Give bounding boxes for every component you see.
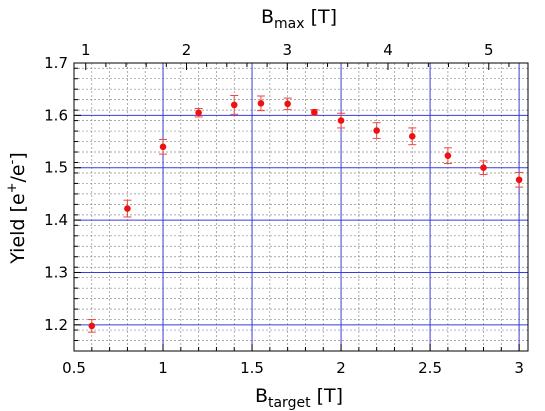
data-point xyxy=(88,322,96,330)
x2-tick-label: 5 xyxy=(484,41,494,59)
data-point xyxy=(195,109,202,117)
y-tick-label: 1.6 xyxy=(44,106,68,124)
x-tick-label: 2.5 xyxy=(418,359,442,377)
y-axis-title: Yield [e+/e-] xyxy=(5,152,29,265)
x-tick-label: 0.5 xyxy=(62,359,86,377)
x-tick-label: 1.5 xyxy=(240,359,264,377)
x-axis-title: Btarget [T] xyxy=(255,385,343,411)
x-tick-label: 2 xyxy=(336,359,346,377)
plot-frame xyxy=(73,62,529,352)
data-point xyxy=(408,133,416,140)
axis-ticks xyxy=(73,62,520,352)
major-grid xyxy=(74,63,528,351)
data-point xyxy=(444,152,452,159)
y-tick-labels: 1.2 1.3 1.4 1.5 1.6 1.7 xyxy=(44,54,68,334)
y-tick-label: 1.5 xyxy=(44,159,68,177)
x2-axis-title: Bmax [T] xyxy=(261,6,337,32)
data-point xyxy=(230,101,238,109)
data-point xyxy=(257,100,265,107)
x2-tick-labels: 1 2 3 4 5 xyxy=(81,41,494,59)
data-point xyxy=(159,143,167,151)
y-tick-label: 1.7 xyxy=(44,54,68,72)
data-point xyxy=(515,176,523,184)
data-point xyxy=(311,108,318,116)
data-point xyxy=(124,205,131,212)
minor-grid xyxy=(74,63,528,352)
x2-tick-label: 1 xyxy=(81,41,91,59)
x-tick-labels: 0.5 1 1.5 2 2.5 3 xyxy=(62,359,524,377)
x2-tick-label: 2 xyxy=(182,41,192,59)
x-tick-label: 1 xyxy=(158,359,168,377)
data-point xyxy=(284,100,291,108)
data-point xyxy=(480,164,487,172)
data-point xyxy=(373,127,380,134)
x-tick-label: 3 xyxy=(514,359,524,377)
x2-tick-label: 4 xyxy=(383,41,393,59)
data-point xyxy=(337,117,345,124)
y-tick-label: 1.2 xyxy=(44,316,68,334)
data-points xyxy=(88,100,523,330)
x2-tick-label: 3 xyxy=(282,41,292,59)
y-tick-label: 1.4 xyxy=(44,211,68,229)
y-tick-label: 1.3 xyxy=(44,263,68,281)
